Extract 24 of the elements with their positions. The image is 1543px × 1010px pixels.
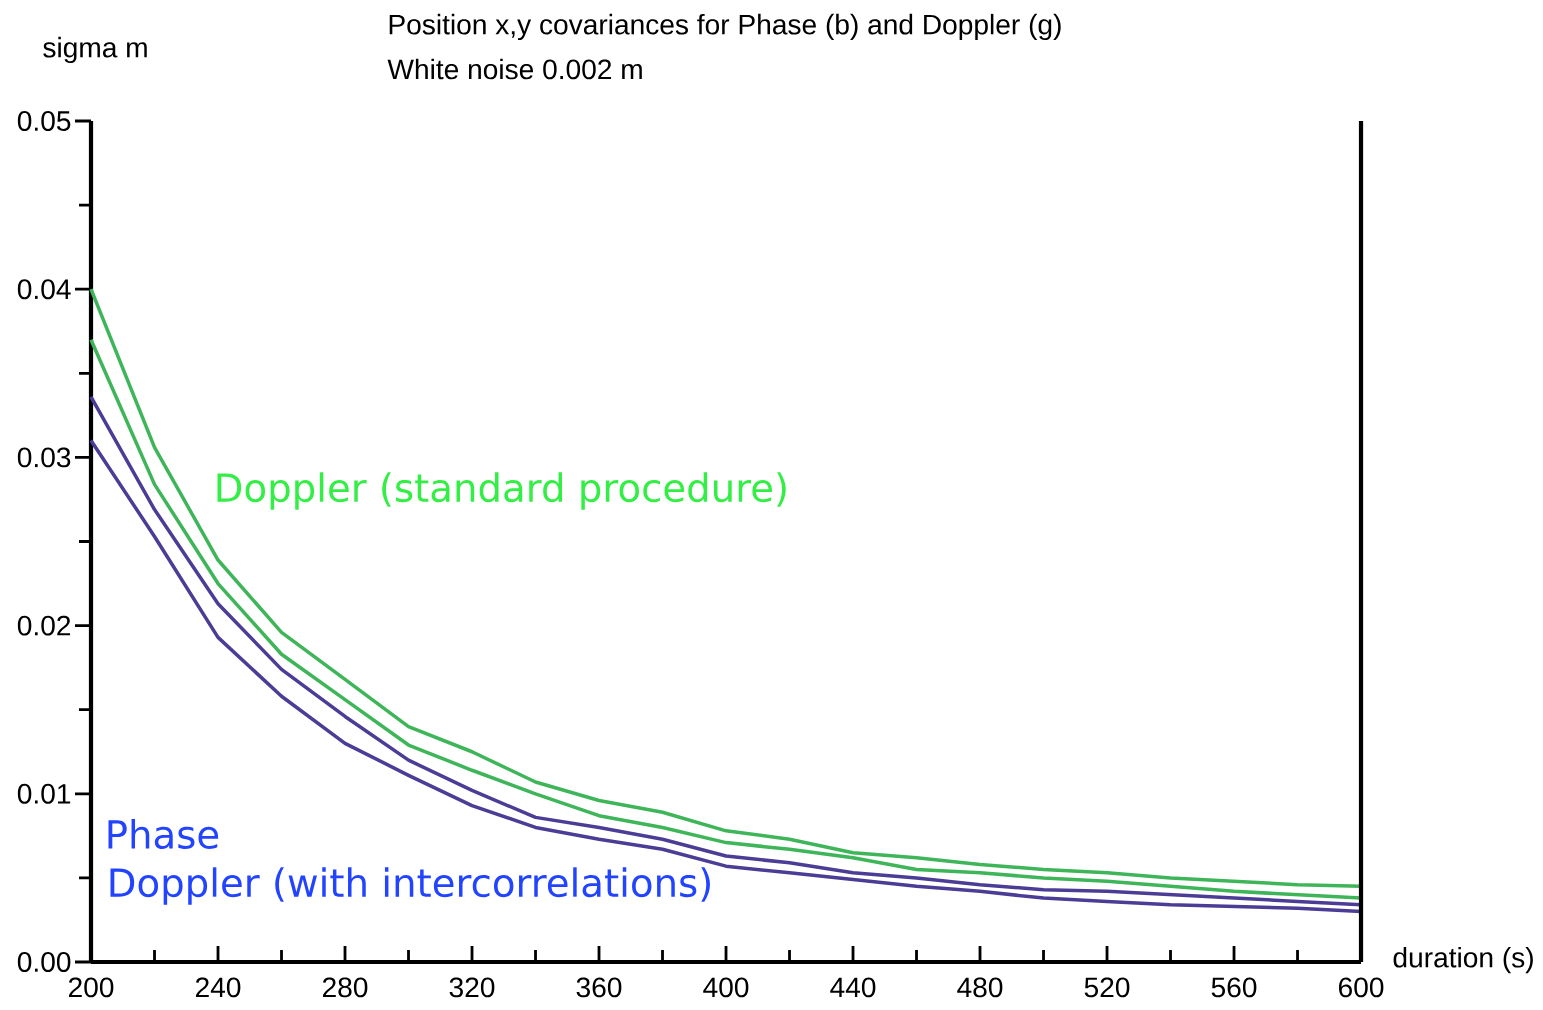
y-tick-label: 0.04 xyxy=(17,279,71,300)
x-tick-label: 200 xyxy=(68,977,114,998)
annotation: Phase xyxy=(108,819,219,849)
annotation: Doppler (standard procedure) xyxy=(217,472,786,510)
x-tick-label: 480 xyxy=(957,977,1003,998)
y-tick-label: 0.01 xyxy=(17,783,71,804)
x-axis-title: duration (s) xyxy=(1393,946,1533,974)
annotation: Doppler (with intercorrelations) xyxy=(110,867,710,905)
x-tick-label: 360 xyxy=(576,977,622,998)
y-axis-title: sigma m xyxy=(43,36,147,64)
y-tick-label: 0.03 xyxy=(17,447,71,468)
chart-subtitle: White noise 0.002 m xyxy=(387,58,642,80)
x-tick-label: 320 xyxy=(449,977,495,998)
x-tick-label: 280 xyxy=(322,977,368,998)
x-tick-label: 440 xyxy=(830,977,876,998)
y-tick-label: 0.05 xyxy=(17,111,71,131)
x-tick-label: 560 xyxy=(1211,977,1257,998)
x-tick-label: 400 xyxy=(703,977,749,998)
x-tick-label: 240 xyxy=(195,977,241,998)
y-tick-label: 0.02 xyxy=(17,615,71,636)
x-tick-label: 520 xyxy=(1084,977,1130,998)
y-tick-label: 0.00 xyxy=(17,952,71,972)
chart-title: Position x,y covariances for Phase (b) and Doppler (g) xyxy=(389,13,1061,41)
x-tick-label: 600 xyxy=(1339,977,1384,998)
